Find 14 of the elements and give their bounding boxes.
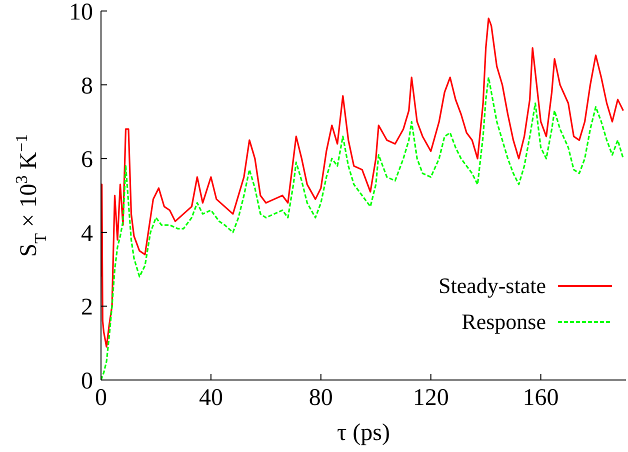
y-tick-label: 8 <box>81 73 93 100</box>
y-tick-label: 2 <box>81 294 93 321</box>
x-axis-title: τ (ps) <box>337 420 390 446</box>
x-tick-label: 40 <box>198 385 223 412</box>
x-tick-label: 160 <box>522 385 559 412</box>
y-tick-label: 4 <box>81 220 93 247</box>
y-tick-label: 10 <box>69 0 93 26</box>
x-tick-label: 120 <box>412 385 449 412</box>
legend-label: Response <box>462 309 546 335</box>
y-tick-label: 6 <box>81 147 93 174</box>
y-tick-label: 0 <box>81 368 93 395</box>
line-series <box>101 18 624 348</box>
legend-label: Steady-state <box>438 273 546 299</box>
x-tick-label: 80 <box>308 385 333 412</box>
